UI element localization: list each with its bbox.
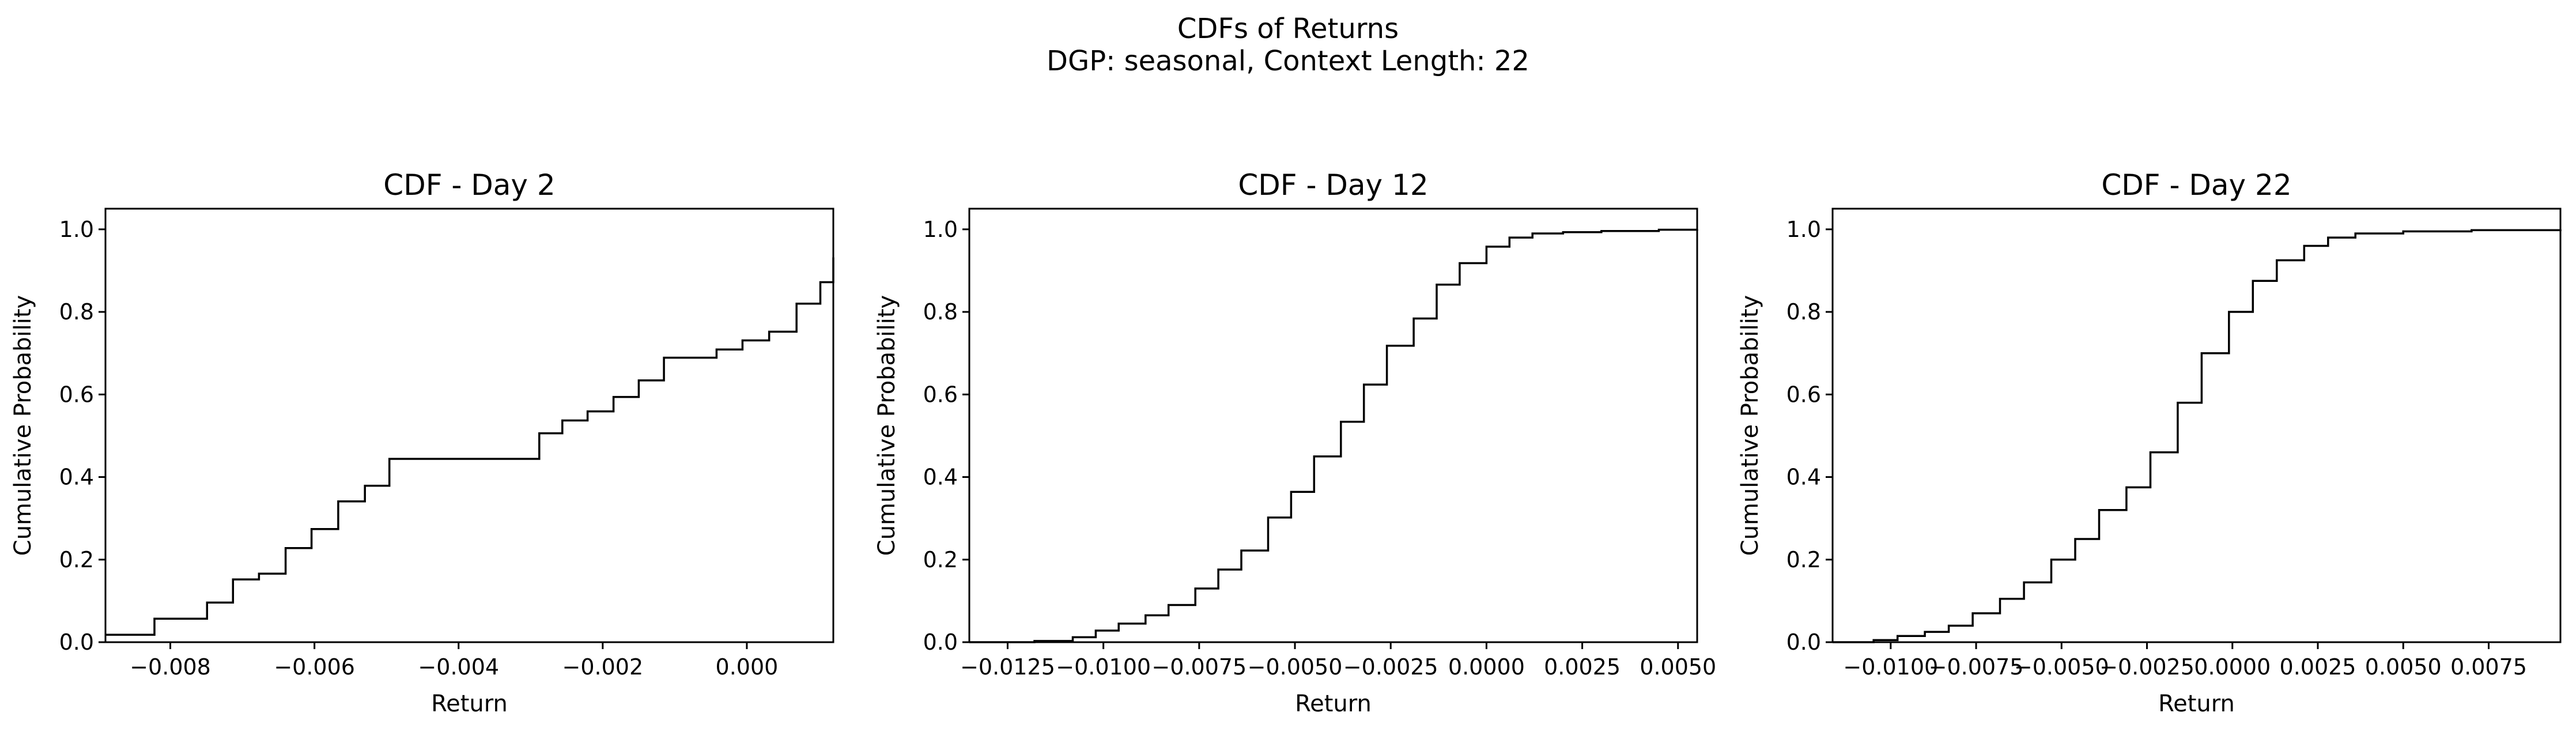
x-tick-label: −0.0075 <box>1929 654 2024 680</box>
x-tick-label: 0.0000 <box>2194 654 2271 680</box>
y-tick-label: 0.0 <box>923 630 958 655</box>
y-axis-label: Cumulative Probability <box>1737 295 1763 556</box>
axis-ticks: −0.0125 −0.0100 −0.0075 −0.0050 −0.0025 0.000… <box>923 217 1717 680</box>
x-tick-label: −0.004 <box>418 654 499 680</box>
x-axis-label: Return <box>1295 691 1372 717</box>
x-tick-label: 0.000 <box>716 654 779 680</box>
x-tick-label: 0.0075 <box>2450 654 2527 680</box>
y-tick-label: 0.4 <box>923 465 958 490</box>
y-tick-label: 0.4 <box>59 465 94 490</box>
x-tick-label: −0.008 <box>130 654 211 680</box>
x-tick-label: 0.0025 <box>2280 654 2356 680</box>
axis-ticks: −0.0100−0.0075−0.0050−0.0025 0.0000 0.0025… <box>1786 217 2527 680</box>
y-axis-label: Cumulative Probability <box>874 295 900 556</box>
y-tick-label: 0.0 <box>1786 630 1821 655</box>
cdf-panel-day-22: CDF - Day 22 Return Cumulative Probabili… <box>1737 168 2562 717</box>
x-tick-label: −0.0075 <box>1151 654 1247 680</box>
x-tick-label: −0.0100 <box>1843 654 1938 680</box>
x-tick-label: −0.0050 <box>2014 654 2109 680</box>
y-tick-label: 0.4 <box>1786 465 1821 490</box>
panel-title: CDF - Day 12 <box>1238 168 1428 202</box>
y-tick-label: 0.8 <box>59 299 94 325</box>
axis-ticks: −0.008 −0.006 −0.004 −0.002 0.000 0.0 0.2 0.4 0.… <box>59 217 779 680</box>
plot-frame <box>104 208 834 643</box>
y-tick-label: 0.6 <box>59 382 94 407</box>
panel-title: CDF - Day 22 <box>2101 168 2291 202</box>
x-tick-label: 0.0025 <box>1544 654 1621 680</box>
y-tick-label: 1.0 <box>1786 217 1821 242</box>
figure-title-line2: DGP: seasonal, Context Length: 22 <box>1047 45 1529 77</box>
x-axis-label: Return <box>431 691 508 717</box>
x-tick-label: −0.0025 <box>2099 654 2194 680</box>
x-tick-label: 0.0000 <box>1448 654 1525 680</box>
y-tick-label: 0.8 <box>1786 299 1821 325</box>
x-tick-label: −0.0025 <box>1343 654 1438 680</box>
y-tick-label: 0.0 <box>59 630 94 655</box>
y-tick-label: 0.8 <box>923 299 958 325</box>
cdf-panel-day-12: CDF - Day 12 Return Cumulative Probabili… <box>874 168 1716 717</box>
cdf-step-line <box>1833 229 2562 643</box>
x-axis-label: Return <box>2158 691 2235 717</box>
cdf-step-line <box>105 257 834 636</box>
cdf-panel-day-2: CDF - Day 2 Return Cumulative Probabilit… <box>10 168 834 717</box>
plot-frame <box>968 208 1698 643</box>
y-tick-label: 1.0 <box>59 217 94 242</box>
y-tick-label: 0.2 <box>923 547 958 572</box>
y-tick-label: 0.2 <box>59 547 94 572</box>
x-tick-label: −0.0100 <box>1056 654 1151 680</box>
x-tick-label: −0.0050 <box>1248 654 1343 680</box>
y-tick-label: 0.2 <box>1786 547 1821 572</box>
panel-title: CDF - Day 2 <box>383 168 555 202</box>
y-tick-label: 0.6 <box>923 382 958 407</box>
figure-title-line1: CDFs of Returns <box>1177 13 1399 45</box>
x-tick-label: 0.0050 <box>2365 654 2442 680</box>
y-tick-label: 1.0 <box>923 217 958 242</box>
y-tick-label: 0.6 <box>1786 382 1821 407</box>
x-tick-label: −0.002 <box>562 654 644 680</box>
x-tick-label: 0.0050 <box>1640 654 1716 680</box>
cdf-step-line <box>969 228 1698 643</box>
x-tick-label: −0.0125 <box>960 654 1055 680</box>
y-axis-label: Cumulative Probability <box>10 295 36 556</box>
plot-frame <box>1831 208 2562 643</box>
x-tick-label: −0.006 <box>274 654 355 680</box>
